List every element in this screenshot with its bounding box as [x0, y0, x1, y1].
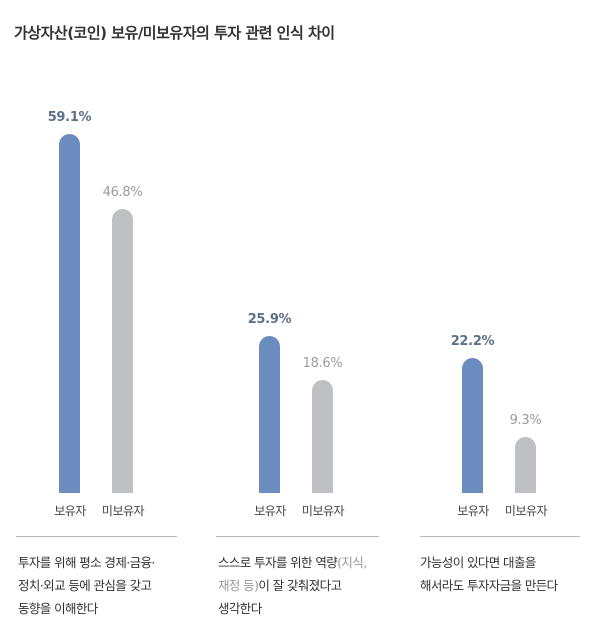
caption-line: 정치·외교 등에 관심을 갖고	[18, 578, 152, 593]
caption: 가능성이 있다면 대출을 해서라도 투자자금을 만든다	[420, 551, 558, 597]
owner-axis-label: 보유자	[254, 504, 286, 518]
caption-text-light: (지식,	[337, 555, 367, 570]
nonowner-bar	[515, 437, 536, 493]
divider	[16, 536, 177, 537]
divider	[420, 536, 580, 537]
caption: 투자를 위해 평소 경제·금융· 정치·외교 등에 관심을 갖고 동향을 이해한…	[18, 551, 155, 620]
owner-axis-label: 보유자	[54, 504, 86, 518]
caption: 스스로 투자를 위한 역량(지식, 재정 등)이 잘 갖춰졌다고 생각한다	[218, 551, 367, 620]
caption-text: 이 잘 갖춰졌다고	[258, 578, 342, 593]
caption-line: 스스로 투자를 위한 역량(지식,	[218, 551, 367, 574]
caption-line: 가능성이 있다면 대출을	[420, 555, 536, 570]
nonowner-axis-label: 미보유자	[504, 504, 548, 518]
divider	[216, 536, 379, 537]
owner-value-label: 59.1%	[47, 110, 92, 125]
owner-bar	[462, 358, 483, 493]
caption-line: 생각한다	[218, 601, 262, 616]
nonowner-bar	[112, 209, 133, 493]
caption-text: 스스로 투자를 위한 역량	[218, 555, 338, 570]
caption-line: 해서라도 투자자금을 만든다	[420, 578, 558, 593]
nonowner-bar	[312, 380, 333, 493]
nonowner-axis-label: 미보유자	[101, 504, 145, 518]
owner-bar	[59, 134, 80, 493]
owner-value-label: 22.2%	[450, 334, 495, 349]
chart-title: 가상자산(코인) 보유/미보유자의 투자 관련 인식 차이	[14, 24, 335, 42]
nonowner-value-label: 9.3%	[509, 413, 542, 428]
caption-text-light: 재정 등)	[218, 578, 259, 593]
owner-bar	[259, 336, 280, 493]
nonowner-value-label: 46.8%	[102, 185, 143, 200]
owner-axis-label: 보유자	[457, 504, 489, 518]
owner-value-label: 25.9%	[247, 312, 292, 327]
nonowner-value-label: 18.6%	[302, 356, 343, 371]
caption-line: 동향을 이해한다	[18, 601, 98, 616]
caption-line: 투자를 위해 평소 경제·금융·	[18, 555, 155, 570]
nonowner-axis-label: 미보유자	[301, 504, 345, 518]
caption-line: 재정 등)이 잘 갖춰졌다고	[218, 574, 367, 597]
